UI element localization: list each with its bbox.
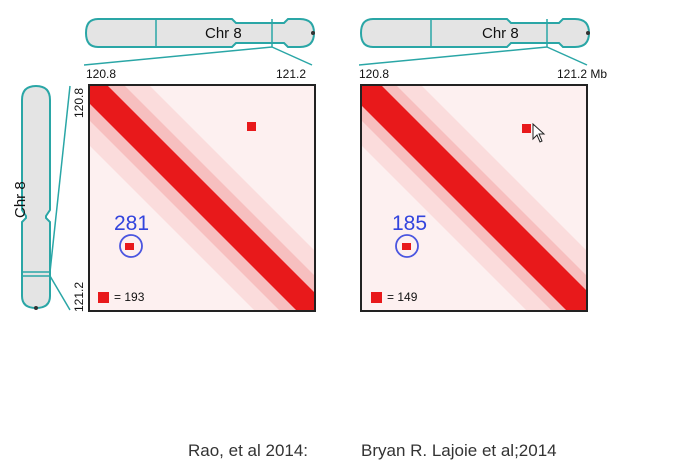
left-y-tick-start: 120.8 (72, 87, 86, 118)
right-diagonal-band (362, 86, 586, 310)
left-loop-dot-top (247, 122, 256, 131)
right-contact-heatmap (360, 84, 588, 312)
right-horizontal-chromosome (359, 18, 591, 66)
citation-left: Rao, et al 2014: (188, 441, 309, 460)
left-legend-text: = 193 (114, 290, 145, 304)
left-loop-dot (125, 243, 134, 250)
right-x-tick-end: 121.2 Mb (557, 67, 608, 81)
left-legend: = 193 (98, 290, 144, 304)
left-horizontal-chromosome (84, 18, 316, 66)
left-x-tick-start: 120.8 (86, 67, 117, 81)
right-legend-swatch (371, 291, 382, 303)
right-loop-dot (402, 243, 411, 250)
left-heatmap-canvas (90, 86, 314, 310)
right-loop-circle (395, 234, 419, 258)
left-x-tick-end: 121.2 (276, 67, 307, 81)
right-legend-text: = 149 (387, 290, 418, 304)
right-horizontal-chromosome-label: Chr 8 (482, 25, 519, 42)
citation-right: Bryan R. Lajoie et al;2014 (361, 441, 557, 460)
mouse-cursor-icon (532, 123, 546, 143)
right-loop-count: 185 (392, 212, 428, 235)
left-diagonal-band (90, 86, 314, 310)
left-loop-circle (119, 234, 143, 258)
left-contact-heatmap (88, 84, 316, 312)
left-horizontal-chromosome-label: Chr 8 (205, 25, 242, 42)
left-vertical-chromosome-label: Chr 8 (12, 181, 29, 218)
right-x-tick-start: 120.8 (359, 67, 390, 81)
left-vertical-chromosome (21, 84, 71, 311)
right-legend: = 149 (371, 290, 417, 304)
right-heatmap-canvas (362, 86, 586, 310)
left-loop-count: 281 (114, 212, 150, 235)
right-loop-dot-top (522, 124, 531, 133)
left-y-tick-end: 121.2 (72, 281, 86, 312)
left-legend-swatch (98, 291, 109, 303)
